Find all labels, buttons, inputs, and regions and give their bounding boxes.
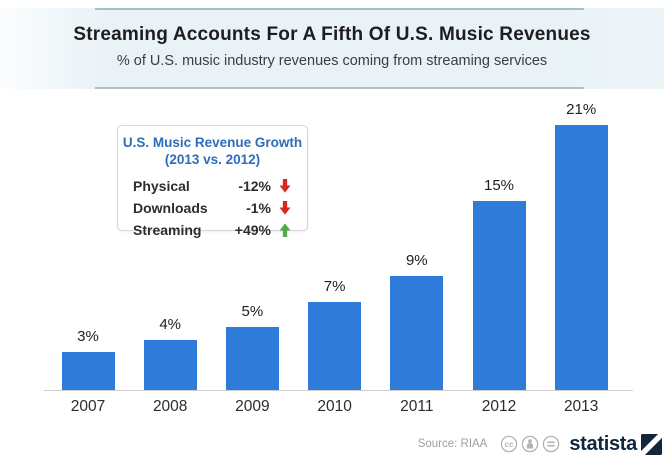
growth-box-title-line2: (2013 vs. 2012) <box>164 152 261 167</box>
statista-logo[interactable]: statista <box>569 433 662 456</box>
bar-value-label: 21% <box>566 101 597 118</box>
bar <box>472 201 526 390</box>
trend-up-icon <box>279 223 291 237</box>
growth-row-value: -12% <box>238 178 271 194</box>
bar-value-label: 3% <box>77 328 99 345</box>
attribution-icon[interactable] <box>521 435 539 453</box>
growth-inset-box: U.S. Music Revenue Growth (2013 vs. 2012… <box>117 125 308 238</box>
growth-row-value: +49% <box>234 222 271 238</box>
bar-value-label: 4% <box>159 316 182 333</box>
bar-value-label: 7% <box>323 278 346 295</box>
bar <box>308 302 362 390</box>
x-axis-label: 2010 <box>317 398 352 415</box>
x-axis-label: 2012 <box>481 398 517 415</box>
bar <box>554 125 608 390</box>
x-axis-label: 2008 <box>152 398 188 415</box>
source-label: Source: RIAA <box>417 438 488 450</box>
cc-icon[interactable]: cc <box>500 435 518 453</box>
bar-value-label: 15% <box>483 177 515 194</box>
statista-logo-icon <box>641 433 662 455</box>
trend-down-icon <box>279 201 291 215</box>
bar-value-label: 9% <box>405 252 428 269</box>
bar <box>61 352 115 390</box>
x-axis-label: 2009 <box>235 398 270 415</box>
bar-value-label: 5% <box>241 303 264 320</box>
trend-down-icon <box>279 179 291 193</box>
license-icons[interactable]: cc <box>500 435 560 453</box>
svg-text:cc: cc <box>505 440 514 449</box>
growth-row-streaming: Streaming +49% <box>118 219 307 241</box>
bar <box>390 276 444 390</box>
equal-icon[interactable] <box>542 435 560 453</box>
growth-box-title-line1: U.S. Music Revenue Growth <box>122 135 303 150</box>
bar <box>143 340 197 390</box>
page-subtitle: % of U.S. music industry revenues coming… <box>116 53 548 69</box>
header-top-rule <box>95 8 584 10</box>
statista-wordmark: statista <box>569 432 637 455</box>
x-axis-label: 2011 <box>400 398 434 415</box>
growth-row-label: Physical <box>133 178 190 194</box>
growth-row-value: -1% <box>246 200 271 216</box>
header-bottom-rule <box>95 87 584 89</box>
page-title: Streaming Accounts For A Fifth Of U.S. M… <box>73 24 591 45</box>
growth-row-label: Streaming <box>133 222 202 238</box>
growth-rows: Physical -12% Downloads -1% Streaming +4… <box>118 175 307 241</box>
growth-row-downloads: Downloads -1% <box>118 197 307 219</box>
x-axis-label: 2007 <box>70 398 106 415</box>
growth-row-physical: Physical -12% <box>118 175 307 197</box>
header-band <box>0 8 664 89</box>
x-axis-label: 2013 <box>563 398 599 415</box>
x-axis-line <box>44 390 633 391</box>
bar <box>225 327 279 390</box>
footer: Source: RIAA cc statista <box>418 431 662 457</box>
growth-row-label: Downloads <box>133 200 208 216</box>
growth-box-title: U.S. Music Revenue Growth (2013 vs. 2012… <box>118 134 307 168</box>
